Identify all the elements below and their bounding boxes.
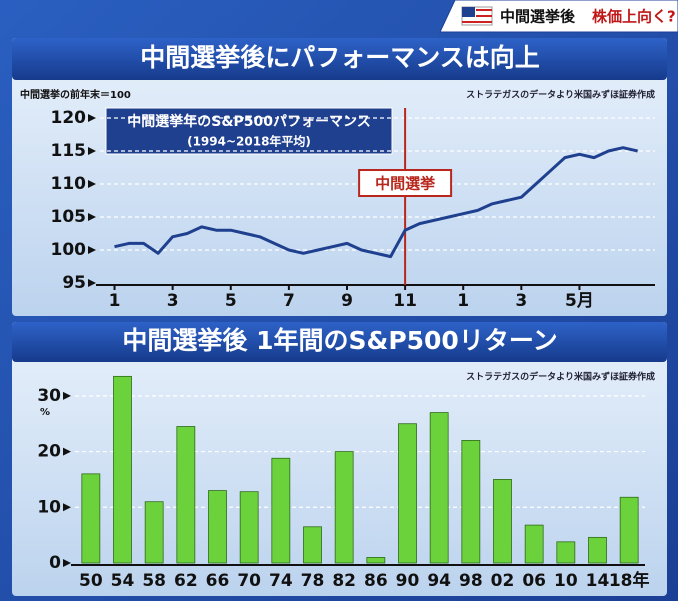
tick-mark (63, 391, 71, 400)
x-tick-label: 11 (393, 291, 417, 311)
y-tick-label: 0 (49, 553, 61, 573)
legend-box (105, 107, 393, 155)
y-tick-label: 10 (37, 497, 61, 517)
source: ストラテガスのデータより米国みずほ証券作成 (466, 371, 655, 383)
x-tick-label: 10 (554, 571, 578, 591)
bar (429, 412, 449, 564)
tick-mark (63, 559, 71, 567)
tick-mark (88, 279, 96, 287)
x-tick-label: 50 (79, 571, 103, 591)
header-title: 中間選挙後 (500, 8, 576, 26)
x-tick-label: 1 (109, 291, 121, 311)
event-box (358, 169, 453, 197)
header-badge: 中間選挙後 株価上向く? (439, 0, 678, 33)
x-tick-label: 18年 (609, 570, 650, 591)
x-tick-label: 58 (142, 571, 166, 591)
bar (556, 541, 576, 564)
bar (524, 524, 544, 564)
bar (303, 526, 322, 564)
x-tick-label: 94 (427, 571, 451, 591)
tick-mark (88, 213, 96, 221)
bar (398, 423, 417, 564)
y-tick-label: 105 (51, 207, 87, 227)
x-tick-label: 74 (269, 571, 293, 591)
x-tick-label: 98 (459, 571, 483, 591)
x-tick-label: 54 (111, 571, 135, 591)
x-tick-label: 02 (491, 571, 515, 591)
flag-canton (462, 7, 475, 17)
bar (271, 457, 291, 564)
x-tick-label: 82 (332, 571, 356, 591)
bar (493, 479, 512, 564)
chart-title: 中間選挙後にパフォーマンスは向上 (140, 43, 540, 72)
x-tick-label: 62 (174, 571, 198, 591)
legend-subtitle: (1994~2018年平均) (187, 134, 311, 149)
bar (208, 490, 227, 564)
y-tick-label: 30 (37, 386, 61, 406)
bar (334, 451, 354, 564)
y-label: 中間選挙の前年末＝100 (20, 88, 131, 101)
y-tick-label: 95 (62, 273, 86, 293)
bar (113, 375, 132, 564)
x-tick-label: 5月 (565, 291, 594, 311)
x-tick-label: 06 (522, 571, 546, 591)
x-tick-label: 9 (341, 291, 353, 311)
tick-mark (88, 147, 96, 155)
event-label: 中間選挙 (375, 175, 436, 193)
y-tick-label: 120 (51, 108, 87, 128)
title-bar (12, 38, 667, 80)
tick-mark (63, 503, 71, 512)
tick-mark (63, 447, 71, 456)
x-tick-label: 90 (396, 571, 420, 591)
y-tick-label: 110 (51, 174, 87, 194)
x-tick-label: 14 (586, 571, 610, 591)
header-subtitle: 株価上向く? (592, 8, 676, 26)
bar (588, 536, 607, 564)
x-tick-label: 5 (225, 291, 237, 311)
bar (461, 440, 481, 564)
x-tick-label: 7 (283, 291, 295, 311)
bar (239, 491, 259, 564)
tick-mark (88, 114, 96, 122)
badge (439, 0, 678, 33)
y-unit: % (40, 407, 50, 418)
source: ストラテガスのデータより米国みずほ証券作成 (466, 89, 655, 101)
y-tick-label: 100 (51, 240, 87, 260)
bar (144, 501, 164, 564)
tick-mark (88, 246, 96, 254)
legend-title: 中間選挙年のS&P500パフォーマンス (127, 113, 371, 130)
y-tick-label: 20 (37, 442, 61, 462)
tick-mark (88, 180, 96, 188)
x-tick-label: 3 (515, 291, 527, 311)
x-tick-label: 66 (206, 571, 230, 591)
x-tick-label: 1 (457, 291, 469, 311)
x-tick-label: 3 (167, 291, 179, 311)
bar (176, 426, 196, 564)
x-tick-label: 70 (237, 571, 261, 591)
line-series (114, 146, 638, 259)
chart-title: 中間選挙後 1年間のS&P500リターン (122, 326, 557, 355)
x-tick-label: 78 (301, 571, 325, 591)
bar (366, 557, 386, 564)
bar (619, 496, 639, 564)
bar (81, 473, 101, 564)
y-tick-label: 115 (51, 141, 87, 161)
x-tick-label: 86 (364, 571, 388, 591)
title-bar (12, 322, 667, 362)
